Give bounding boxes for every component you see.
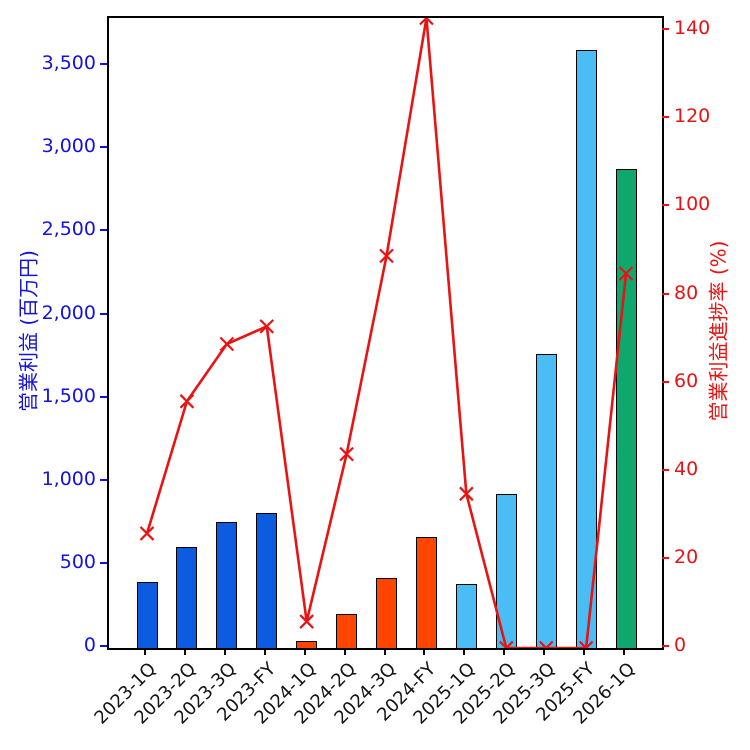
left-axis-title: 営業利益 (百万円)	[16, 250, 41, 412]
bar-2024-3Q	[376, 578, 398, 648]
x-tick	[303, 648, 306, 655]
x-marker-2024-FY	[419, 18, 434, 26]
right-tick	[662, 380, 669, 383]
x-marker-2025-2Q	[499, 640, 514, 648]
left-tick	[100, 561, 107, 564]
left-tick	[100, 395, 107, 398]
right-tick-label: 140	[674, 17, 711, 40]
left-tick	[100, 63, 107, 66]
bar-2023-1Q	[136, 582, 158, 648]
right-tick-label: 100	[674, 193, 711, 216]
right-tick	[662, 556, 669, 559]
x-marker-2023-3Q	[219, 336, 235, 352]
plot-area	[107, 16, 664, 650]
bar-2025-FY	[575, 49, 597, 648]
right-tick-label: 120	[674, 105, 711, 128]
left-tick	[100, 146, 107, 149]
bar-2025-2Q	[495, 494, 517, 648]
x-marker-2024-2Q	[339, 446, 354, 462]
x-marker-2023-FY	[259, 319, 275, 334]
x-tick	[144, 648, 146, 655]
x-tick	[383, 648, 386, 655]
right-tick	[662, 468, 669, 471]
left-tick-label: 3,000	[41, 135, 96, 158]
left-tick-label: 1,000	[41, 467, 96, 490]
right-tick	[662, 116, 669, 119]
x-marker-2023-2Q	[179, 394, 195, 409]
x-tick	[223, 648, 226, 655]
line-series	[139, 18, 634, 648]
bar-2024-FY	[415, 536, 437, 648]
left-tick-label: 500	[59, 550, 96, 573]
left-tick	[100, 312, 107, 315]
x-marker-2025-3Q	[538, 640, 554, 648]
right-tick	[662, 28, 669, 31]
bar-2023-FY	[256, 513, 278, 648]
bar-2024-1Q	[296, 641, 318, 648]
left-tick-label: 2,000	[41, 301, 96, 324]
x-tick	[423, 648, 426, 655]
right-tick-label: 80	[674, 281, 699, 304]
x-tick	[463, 648, 466, 655]
progress-line	[145, 18, 628, 648]
x-marker-2025-FY	[578, 640, 594, 648]
x-tick	[503, 648, 506, 655]
right-tick	[662, 292, 669, 295]
left-tick-label: 2,500	[41, 218, 96, 241]
x-tick	[343, 648, 346, 655]
x-marker-2023-1Q	[139, 526, 155, 541]
bar-2025-1Q	[455, 584, 477, 648]
bar-2023-3Q	[216, 521, 238, 648]
x-tick	[183, 648, 186, 655]
right-tick-label: 20	[674, 545, 699, 568]
x-tick	[623, 648, 626, 655]
right-axis-title: 営業利益進捗率 (%)	[706, 240, 731, 422]
x-marker-2024-1Q	[299, 614, 314, 629]
left-tick	[100, 229, 107, 232]
bar-2026-1Q	[615, 169, 637, 648]
right-tick	[662, 204, 669, 207]
bar-2023-2Q	[176, 546, 198, 648]
left-tick	[100, 645, 107, 647]
x-tick	[263, 648, 266, 655]
left-tick-label: 1,500	[41, 384, 96, 407]
right-tick-label: 0	[674, 634, 687, 656]
x-marker-2026-1Q	[618, 266, 634, 281]
x-marker-2024-3Q	[379, 248, 394, 264]
x-marker-2025-1Q	[459, 486, 474, 502]
right-tick	[662, 645, 669, 647]
x-tick	[543, 648, 546, 655]
right-tick-label: 40	[674, 457, 699, 480]
bar-2025-3Q	[535, 353, 557, 648]
bar-series	[109, 18, 662, 648]
left-tick-label: 3,500	[41, 52, 96, 75]
left-tick	[100, 478, 107, 481]
bar-2024-2Q	[336, 613, 358, 648]
x-tick	[583, 648, 586, 655]
left-tick-label: 0	[83, 634, 96, 656]
right-tick-label: 60	[674, 369, 699, 392]
